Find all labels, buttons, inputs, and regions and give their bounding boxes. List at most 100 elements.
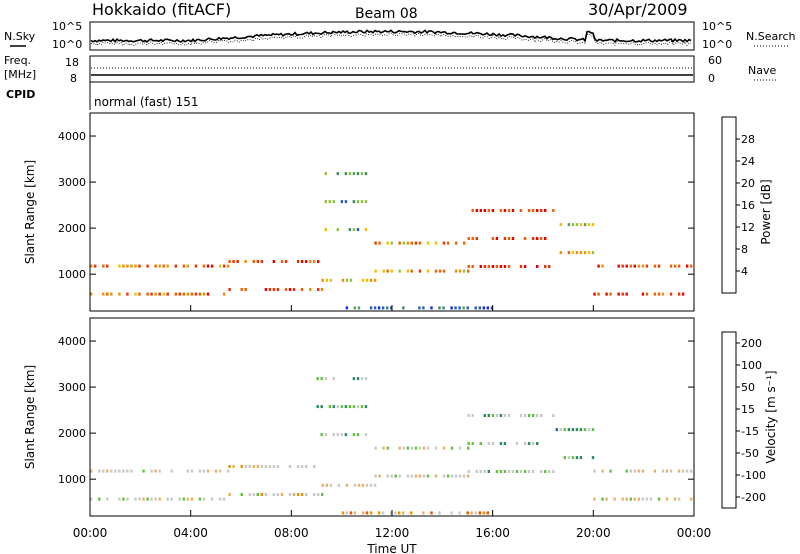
velocity-cell [154, 469, 157, 473]
velocity-cell [218, 497, 222, 501]
velocity-cell [495, 414, 499, 417]
power-colorbar: 4 8 12 16 20 24 28 [721, 116, 755, 294]
power-cell [390, 241, 393, 245]
power-cell [134, 292, 137, 296]
velocity-cell [381, 511, 385, 515]
power-cell [118, 264, 121, 268]
power-cell [374, 241, 377, 245]
power-cell [536, 265, 539, 268]
velocity-cell [507, 414, 511, 417]
power-cell [466, 306, 469, 310]
power-cell [475, 209, 478, 212]
power-cell [356, 200, 360, 204]
date-title: 30/Apr/2009 [588, 0, 688, 19]
power-cell [426, 241, 430, 245]
velocity-cell [260, 465, 263, 468]
power-cell [527, 209, 531, 212]
power-cell [597, 264, 600, 268]
velocity-cell [264, 465, 268, 468]
power-cell [583, 251, 587, 255]
power-cell [491, 237, 495, 240]
nave-tick-top: 60 [708, 54, 722, 67]
power-cell [260, 260, 263, 263]
power-cell [352, 228, 356, 232]
velocity-cell [317, 493, 320, 496]
power-cell [531, 209, 535, 212]
power-cell [442, 241, 446, 245]
power-cell [272, 260, 276, 263]
power-cell [657, 264, 661, 268]
velocity-cell [158, 469, 161, 473]
velocity-cell [252, 465, 255, 468]
power-cell [206, 292, 210, 296]
velocity-cell [438, 511, 441, 515]
velocity-cell [240, 493, 243, 496]
velocity-cell [613, 497, 616, 501]
power-cell [434, 269, 438, 273]
power-cell [328, 200, 331, 204]
power-cell [336, 228, 339, 232]
velocity-cell [260, 493, 263, 496]
velocity-cell [450, 511, 453, 515]
velocity-cell [361, 511, 365, 515]
power-cell [356, 172, 360, 176]
power-cell [134, 264, 137, 268]
velocity-cell [130, 469, 133, 473]
power-cell [324, 200, 327, 204]
velocity-cell [633, 497, 636, 501]
velocity-cell [487, 470, 490, 473]
power-cell [454, 306, 457, 310]
velocity-cell [276, 465, 280, 468]
velocity-cell [482, 511, 485, 515]
power-cell [690, 264, 693, 268]
power-cell [154, 292, 157, 296]
velocity-cell [519, 414, 523, 417]
power-ytick-label: 3000 [58, 176, 86, 189]
power-cell [365, 278, 369, 282]
power-cell [471, 209, 474, 212]
power-cell [641, 264, 645, 268]
power-cell [450, 306, 453, 310]
power-cell [244, 260, 247, 263]
velocity-cell [458, 446, 462, 450]
velocity-cell [575, 456, 579, 460]
power-cell [373, 306, 377, 310]
time-tick-label: 12:00 [375, 526, 410, 540]
velocity-cell [463, 474, 466, 478]
velocity-cell [511, 470, 515, 473]
power-cell [381, 306, 385, 310]
velocity-colorbar-tick-label: 15 [741, 403, 755, 416]
velocity-cell [336, 433, 339, 437]
power-cell [446, 241, 450, 245]
velocity-cell [328, 405, 331, 409]
power-cell [374, 269, 377, 273]
velocity-ytick-label: 1000 [58, 473, 86, 486]
velocity-cell [364, 433, 368, 437]
velocity-cell [256, 493, 259, 496]
power-cell [523, 237, 527, 240]
velocity-cell [170, 497, 173, 501]
power-cell [531, 237, 535, 240]
power-cell [548, 265, 551, 268]
velocity-cell [593, 469, 596, 473]
power-cell [313, 260, 316, 263]
power-cell [364, 228, 368, 232]
velocity-cell [583, 428, 587, 432]
power-cell [507, 209, 511, 212]
nave-label: Nave [748, 64, 776, 77]
power-cell [344, 200, 348, 204]
velocity-cell [146, 497, 149, 501]
velocity-cell [126, 497, 129, 501]
velocity-cell [527, 470, 531, 473]
power-cell [190, 292, 194, 296]
power-cell [386, 306, 389, 310]
velocity-cell [210, 497, 214, 501]
power-cell [567, 223, 571, 227]
time-tick-label: 20:00 [576, 526, 611, 540]
power-cell [329, 278, 332, 282]
velocity-cell [353, 483, 357, 487]
velocity-cell [434, 474, 438, 478]
power-cell [653, 264, 657, 268]
velocity-cell [202, 469, 206, 473]
power-cell [360, 172, 364, 176]
